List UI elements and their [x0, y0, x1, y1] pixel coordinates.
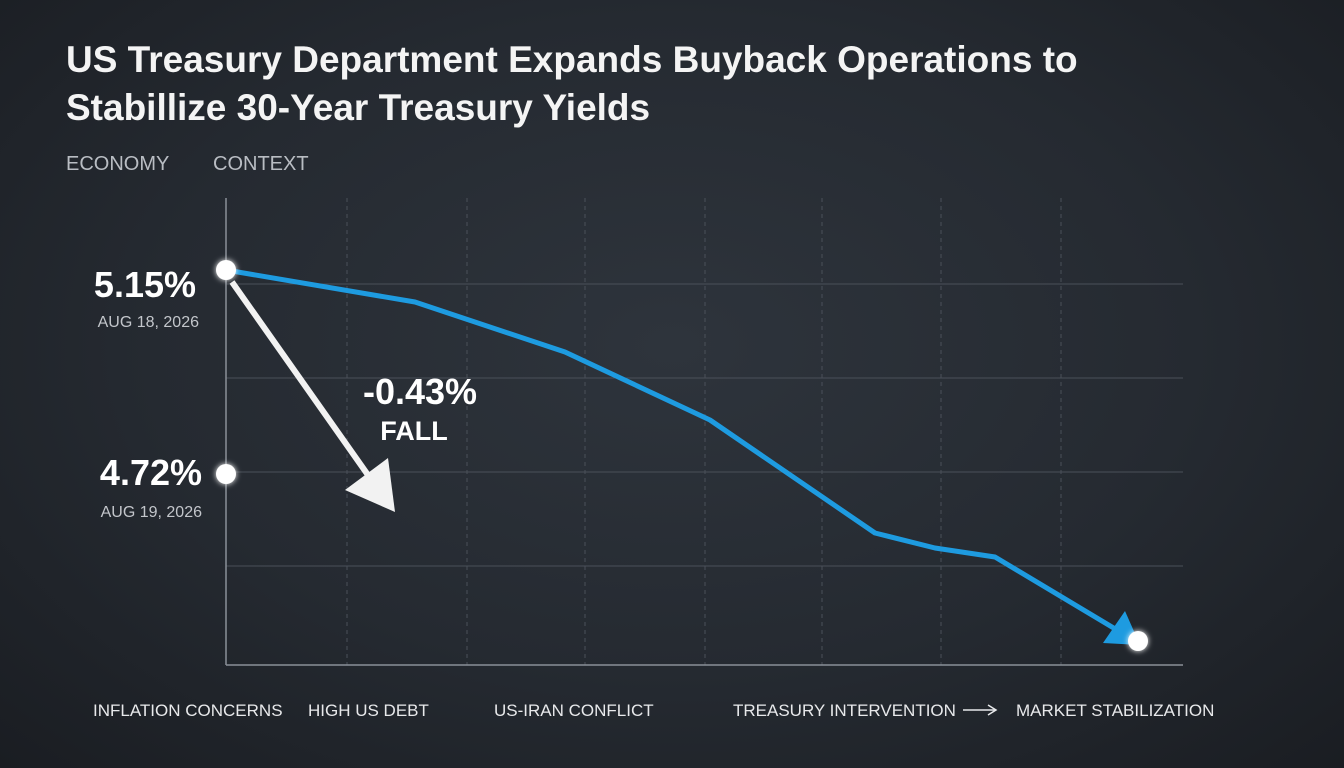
point-dot — [216, 464, 236, 484]
grid — [225, 198, 1183, 666]
end-value: 4.72% — [100, 452, 202, 493]
start-date: AUG 18, 2026 — [98, 314, 200, 331]
tag: CONTEXT — [213, 153, 309, 175]
end-dot — [1128, 631, 1148, 651]
tag: ECONOMY — [66, 153, 169, 175]
timeline-item: TREASURY INTERVENTION — [733, 701, 956, 720]
change-value: -0.43% — [363, 371, 477, 412]
timeline-item: MARKET STABILIZATION — [1016, 701, 1214, 720]
change-label: FALL — [380, 416, 448, 446]
yield-line — [225, 267, 1124, 636]
timeline-item: US-IRAN CONFLICT — [494, 701, 654, 720]
start-value: 5.15% — [94, 264, 196, 305]
timeline-item: INFLATION CONCERNS — [93, 701, 283, 720]
fall-arrow — [229, 280, 378, 487]
point-dot — [216, 260, 236, 280]
timeline-arrow — [963, 704, 998, 716]
headline: US Treasury Department Expands Buyback O… — [66, 39, 1078, 128]
end-date: AUG 19, 2026 — [101, 504, 203, 521]
timeline-item: HIGH US DEBT — [308, 701, 429, 720]
fall-arrowhead — [345, 458, 395, 512]
